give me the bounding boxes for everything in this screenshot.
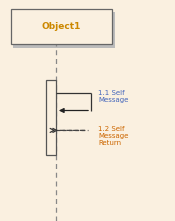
Text: 1.1 Self
Message: 1.1 Self Message <box>98 90 128 103</box>
Text: Object1: Object1 <box>41 22 81 31</box>
Bar <box>46 80 56 155</box>
Text: 1.2 Self
Message
Return: 1.2 Self Message Return <box>98 126 128 146</box>
Bar <box>10 9 112 44</box>
Bar <box>13 12 115 48</box>
